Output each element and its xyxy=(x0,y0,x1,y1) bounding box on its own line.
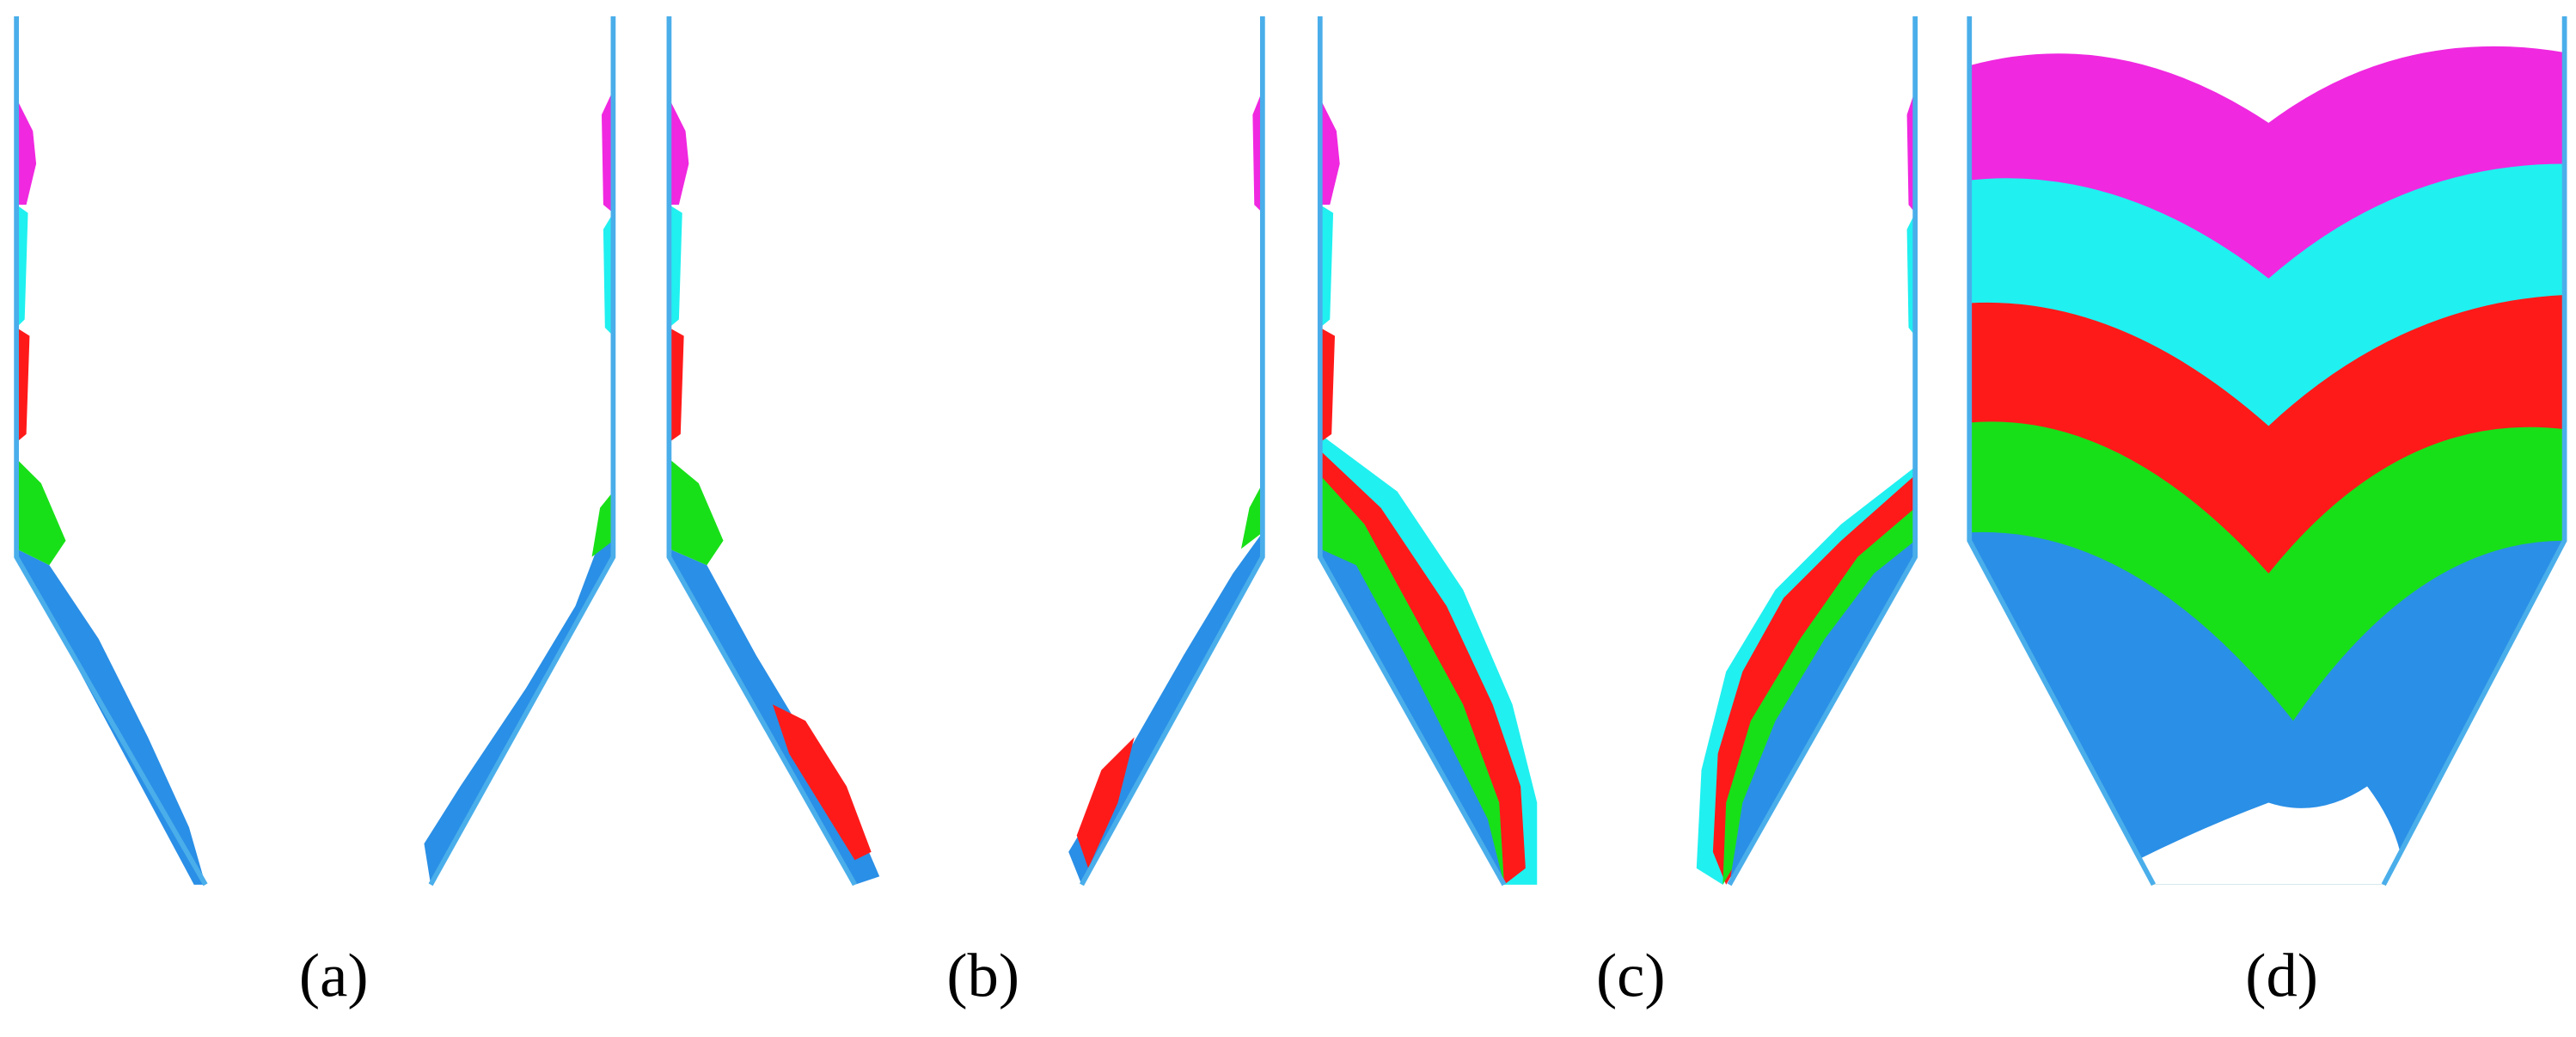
panel-label: (b) xyxy=(946,940,1019,1009)
wall xyxy=(1727,16,1918,887)
deposit xyxy=(1240,483,1263,549)
wall xyxy=(428,16,616,887)
deposit xyxy=(669,328,684,443)
deposit xyxy=(591,491,614,557)
deposit xyxy=(1319,205,1334,328)
deposit xyxy=(669,205,682,328)
deposit xyxy=(669,458,724,566)
deposit xyxy=(16,98,37,206)
panel-label: (a) xyxy=(299,940,369,1009)
deposit xyxy=(424,524,614,885)
deposit xyxy=(16,205,28,328)
deposit xyxy=(16,458,66,566)
panel-label: (d) xyxy=(2245,940,2318,1009)
panel-label: (c) xyxy=(1596,940,1666,1009)
wall xyxy=(1967,16,2157,887)
deposit xyxy=(1076,737,1135,868)
wall xyxy=(2381,16,2567,887)
deposit xyxy=(1319,98,1340,206)
wall xyxy=(1317,16,1507,887)
void xyxy=(2137,786,2401,885)
deposit xyxy=(602,89,614,213)
wall xyxy=(1079,16,1265,887)
deposit xyxy=(603,212,614,336)
panel-d xyxy=(1969,46,2565,885)
panel-c xyxy=(1317,16,1918,887)
deposit xyxy=(1319,328,1336,443)
deposit xyxy=(772,704,872,861)
wall xyxy=(666,16,858,887)
deposit xyxy=(669,98,689,206)
deposit xyxy=(16,328,30,443)
panel-b xyxy=(666,16,1265,887)
panel-a xyxy=(14,16,616,887)
wall xyxy=(14,16,208,887)
